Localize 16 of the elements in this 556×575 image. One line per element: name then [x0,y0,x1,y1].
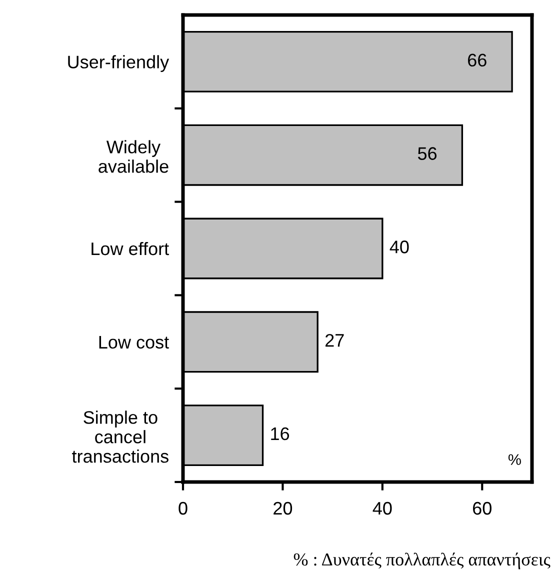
x-tick-label: 60 [473,502,492,515]
data-label: 40 [390,240,409,254]
annotation: % [508,454,521,465]
y-tick-label: Widely available [98,140,168,173]
data-label: 27 [326,334,344,347]
data-label: 16 [271,427,290,440]
text: % : Δυνατές πολλαπλές απαντήσεις [294,552,550,570]
x-tick-label: 20 [274,502,292,515]
y-tick-label: Low cost [99,336,169,349]
y-tick-label: Simple to cancel transactions [72,410,168,463]
data-label: 66 [468,54,486,67]
x-tick-label: 40 [372,502,392,515]
y-tick-label: Low effort [92,242,169,256]
data-label: 56 [418,147,437,160]
x-tick-label: 0 [178,502,188,515]
y-tick-label: User-friendly [68,55,170,72]
